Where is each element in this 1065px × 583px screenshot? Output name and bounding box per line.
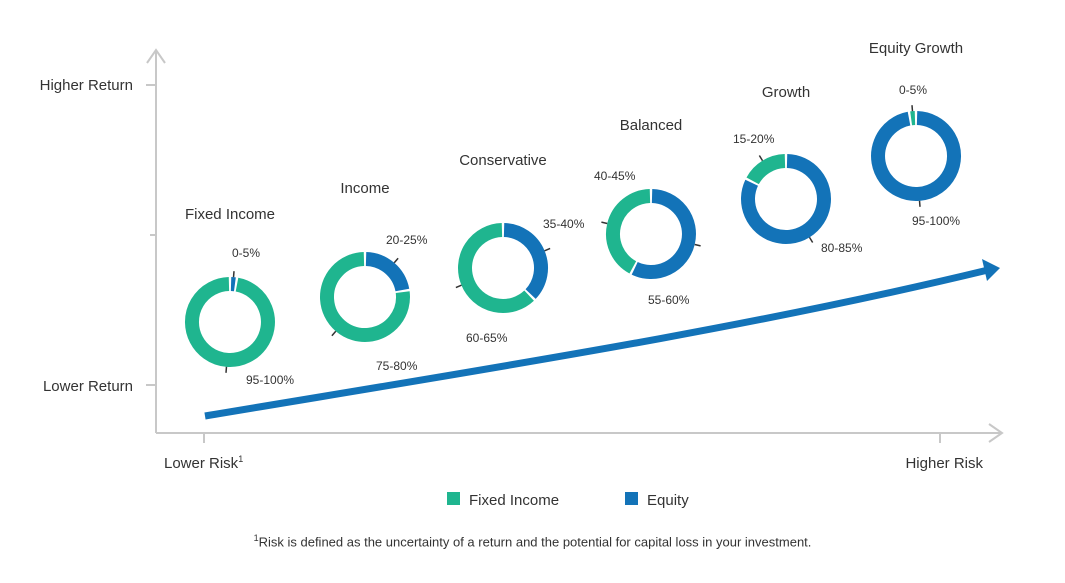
donut-slice-equity-equity-growth (871, 111, 961, 201)
fixed-income-label-growth: 15-20% (733, 132, 775, 146)
x-axis-arrowhead (988, 423, 1004, 443)
axes (146, 48, 1004, 443)
donut-slice-equity-conservative (503, 223, 548, 299)
equity-label-income: 20-25% (386, 233, 428, 247)
x-axis-low-label-text: Lower Risk (164, 455, 239, 472)
portfolio-title-balanced: Balanced (620, 117, 683, 134)
y-axis-low-label: Lower Return (43, 378, 133, 395)
x-axis-low-label-mark: 1 (238, 454, 243, 464)
donut-group: Fixed Income 0-5% 95-100% Income 20-25% 75-80… (185, 40, 963, 387)
footnote: 1Risk is defined as the uncertainty of a… (0, 533, 1065, 549)
donut-slice-fixed-income-growth (746, 154, 786, 185)
x-axis-high-label: Higher Risk (905, 455, 983, 472)
legend-label-fixed-income: Fixed Income (469, 492, 559, 509)
fixed-income-label-equity-growth: 0-5% (899, 83, 927, 97)
donut-slice-equity-balanced (631, 189, 696, 279)
donut-equity-growth: Equity Growth 95-100% 0-5% (869, 40, 963, 228)
donut-slice-fixed-income-balanced (606, 189, 651, 274)
fixed-income-label-conservative: 60-65% (466, 331, 508, 345)
trend-arrow (204, 259, 1000, 420)
portfolio-title-income: Income (340, 180, 389, 197)
donut-slice-fixed-income-income (320, 252, 410, 342)
leader-line-fixed-income-balanced (601, 221, 608, 225)
fixed-income-label-fixed-income: 95-100% (246, 373, 294, 387)
leader-line-equity-balanced (694, 243, 701, 247)
leader-line-fixed-income-income (331, 330, 337, 337)
donut-fixed-income: Fixed Income 0-5% 95-100% (185, 206, 294, 387)
donut-conservative: Conservative 35-40% 60-65% (455, 152, 585, 345)
donut-slice-equity-growth (741, 154, 831, 244)
x-axis-low-label: Lower Risk1 (164, 454, 243, 472)
equity-label-conservative: 35-40% (543, 217, 585, 231)
equity-label-balanced: 55-60% (648, 293, 690, 307)
leader-line-fixed-income-growth (758, 155, 764, 162)
donut-growth: Growth 80-85% 15-20% (733, 84, 863, 255)
legend: Fixed Income Equity (447, 492, 689, 509)
legend-swatch-fixed-income (447, 492, 460, 505)
donut-income: Income 20-25% 75-80% (320, 180, 428, 373)
y-axis-arrowhead (146, 48, 166, 64)
leader-line-equity-conservative (544, 247, 551, 252)
equity-label-growth: 80-85% (821, 241, 863, 255)
fixed-income-label-income: 75-80% (376, 359, 418, 373)
donut-slice-fixed-income-fixed-income (185, 277, 275, 367)
legend-label-equity: Equity (647, 492, 689, 509)
portfolio-title-fixed-income: Fixed Income (185, 206, 275, 223)
portfolio-title-conservative: Conservative (459, 152, 547, 169)
leader-line-fixed-income-conservative (455, 284, 462, 289)
donut-slice-equity-income (365, 252, 410, 292)
legend-swatch-equity (625, 492, 638, 505)
donut-balanced: Balanced 55-60% 40-45% (594, 117, 701, 307)
trend-arrow-head (982, 259, 1000, 281)
footnote-mark: 1 (253, 533, 259, 543)
portfolio-title-equity-growth: Equity Growth (869, 40, 963, 57)
leader-line-equity-growth (808, 236, 814, 243)
y-axis-high-label: Higher Return (40, 77, 133, 94)
donut-slice-fixed-income-conservative (458, 223, 534, 313)
trend-arrow-line (204, 266, 989, 420)
footnote-text: Risk is defined as the uncertainty of a … (258, 534, 812, 550)
equity-label-equity-growth: 95-100% (912, 214, 960, 228)
fixed-income-label-balanced: 40-45% (594, 169, 636, 183)
equity-label-fixed-income: 0-5% (232, 246, 260, 260)
portfolio-title-growth: Growth (762, 84, 810, 101)
leader-line-equity-income (393, 257, 399, 264)
